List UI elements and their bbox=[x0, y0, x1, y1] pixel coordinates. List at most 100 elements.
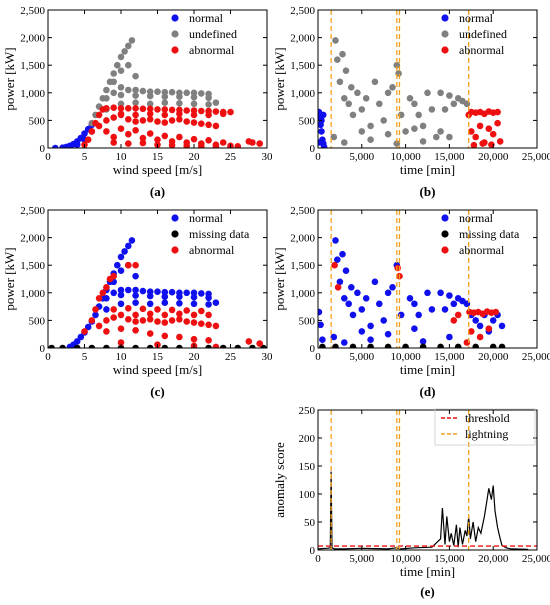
point-undefined bbox=[212, 99, 220, 106]
point-normal bbox=[358, 328, 366, 335]
point-normal bbox=[198, 290, 205, 297]
point-normal bbox=[371, 278, 379, 286]
point-abnormal bbox=[103, 317, 110, 324]
point-undefined bbox=[411, 100, 418, 108]
point-undefined bbox=[441, 106, 449, 113]
point-abnormal bbox=[331, 261, 338, 269]
x-axis-label: wind speed [m/s] bbox=[113, 162, 203, 177]
point-abnormal bbox=[110, 272, 117, 280]
point-abnormal bbox=[183, 118, 190, 125]
x-tick-label: 0 bbox=[315, 151, 321, 163]
point-undefined bbox=[384, 89, 392, 97]
point-undefined bbox=[132, 99, 139, 106]
y-tick-label: 250 bbox=[299, 405, 316, 417]
point-undefined bbox=[345, 100, 353, 108]
point-abnormal bbox=[479, 140, 487, 147]
y-tick-label: 2,500 bbox=[20, 205, 45, 217]
point-undefined bbox=[121, 48, 128, 55]
x-axis-label: wind speed [m/s] bbox=[113, 362, 203, 377]
legend-entry: normal bbox=[459, 211, 494, 225]
x-tick-label: 0 bbox=[45, 351, 51, 363]
point-abnormal bbox=[176, 110, 183, 118]
point-abnormal bbox=[125, 261, 132, 269]
point-undefined bbox=[128, 37, 136, 44]
point-undefined bbox=[110, 89, 117, 97]
y-axis-label: power [kW] bbox=[2, 247, 17, 310]
x-tick-label: 15,000 bbox=[434, 151, 465, 163]
legend-entry: threshold bbox=[465, 411, 510, 425]
point-undefined bbox=[125, 42, 132, 50]
point-abnormal bbox=[168, 106, 176, 114]
point-undefined bbox=[371, 78, 379, 86]
point-normal bbox=[103, 306, 110, 313]
point-abnormal bbox=[125, 105, 132, 112]
x-tick-label: 20 bbox=[189, 351, 201, 363]
point-normal bbox=[389, 284, 396, 291]
point-undefined bbox=[334, 56, 341, 63]
y-tick-label: 0 bbox=[40, 343, 46, 355]
y-tick-label: 2,500 bbox=[20, 5, 45, 17]
point-undefined bbox=[176, 93, 183, 100]
point-normal bbox=[84, 323, 92, 331]
point-abnormal bbox=[205, 311, 212, 319]
x-tick-label: 25,000 bbox=[522, 351, 550, 363]
point-missing-data bbox=[319, 343, 326, 348]
point-abnormal bbox=[198, 320, 205, 328]
point-abnormal bbox=[249, 139, 256, 146]
y-tick-label: 0 bbox=[310, 343, 316, 355]
point-abnormal bbox=[488, 141, 495, 148]
point-abnormal bbox=[190, 335, 198, 343]
legend-entry: normal bbox=[459, 11, 494, 25]
y-axis-label: power [kW] bbox=[272, 247, 287, 310]
anomaly-score-line bbox=[318, 471, 529, 550]
point-abnormal bbox=[146, 316, 154, 323]
point-normal bbox=[446, 333, 453, 341]
point-abnormal bbox=[81, 328, 88, 335]
point-normal bbox=[411, 300, 418, 308]
chart-c: 0 5 10 15 20 25 30 0 500 1,000 1,500 2,000 2,500 wind… bbox=[2, 205, 273, 399]
x-tick-label: 5,000 bbox=[349, 351, 374, 363]
point-missing-data bbox=[249, 344, 256, 348]
point-abnormal bbox=[103, 117, 110, 124]
legend-entry: abnormal bbox=[189, 43, 235, 57]
point-abnormal bbox=[132, 118, 139, 125]
point-missing-data bbox=[219, 344, 227, 348]
point-normal bbox=[52, 144, 59, 148]
point-abnormal bbox=[494, 108, 501, 116]
point-abnormal bbox=[110, 314, 117, 321]
point-undefined bbox=[198, 90, 205, 97]
y-tick-label: 100 bbox=[299, 489, 316, 501]
point-undefined bbox=[358, 128, 366, 135]
point-undefined bbox=[161, 93, 169, 100]
point-undefined bbox=[190, 100, 198, 108]
point-normal bbox=[132, 272, 139, 280]
point-abnormal bbox=[88, 317, 96, 324]
point-abnormal bbox=[99, 289, 107, 297]
point-undefined bbox=[161, 99, 169, 106]
point-abnormal bbox=[139, 117, 147, 124]
point-undefined bbox=[190, 93, 198, 101]
point-undefined bbox=[139, 87, 147, 95]
chart-a: 0 5 10 15 20 25 30 0 500 1,000 1,500 2,000 2,500 wind… bbox=[2, 5, 273, 199]
point-missing-data bbox=[332, 343, 339, 348]
point-normal bbox=[498, 322, 506, 330]
x-tick-label: 25 bbox=[225, 151, 237, 163]
point-undefined bbox=[132, 92, 139, 99]
point-normal bbox=[81, 130, 88, 137]
point-abnormal bbox=[198, 107, 205, 115]
legend-swatch bbox=[171, 30, 179, 38]
point-missing-data bbox=[48, 344, 55, 348]
point-abnormal bbox=[176, 116, 183, 123]
x-tick-label: 30 bbox=[262, 151, 274, 163]
point-undefined bbox=[446, 92, 453, 99]
x-tick-label: 10,000 bbox=[390, 553, 421, 565]
point-abnormal bbox=[256, 340, 264, 347]
point-undefined bbox=[433, 133, 440, 141]
legend-box bbox=[434, 408, 536, 446]
panel-label: (d) bbox=[420, 384, 436, 399]
point-abnormal bbox=[103, 128, 110, 135]
point-abnormal bbox=[117, 110, 125, 118]
point-missing-data bbox=[454, 343, 462, 348]
point-normal bbox=[380, 317, 388, 324]
point-normal bbox=[190, 293, 198, 301]
